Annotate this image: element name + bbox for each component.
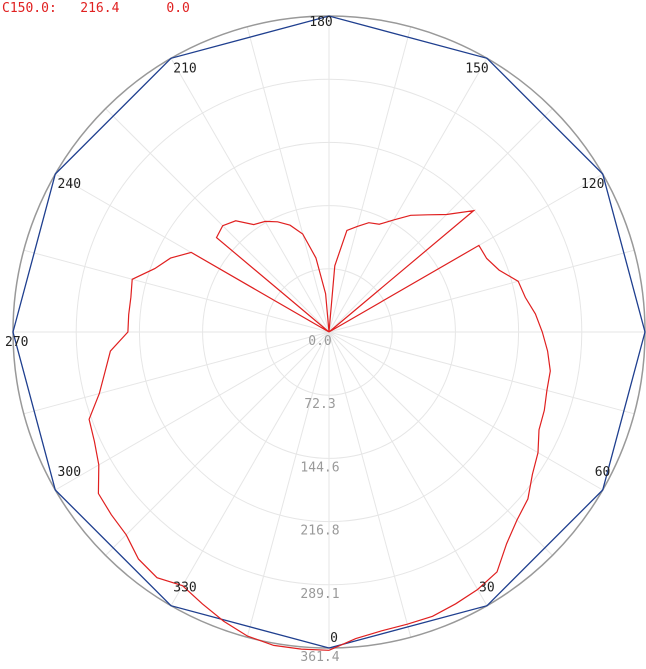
spoke-285 [23, 331, 330, 415]
readout-radius-value: 216.4 [80, 1, 120, 16]
radial-tick-label: 144.6 [300, 460, 339, 475]
radial-tick-label: 289.1 [300, 587, 339, 602]
series-measured-line [88, 209, 551, 651]
spoke-300 [55, 331, 330, 491]
readout-angle-value: 0.0 [166, 1, 190, 16]
spoke-45 [328, 331, 553, 556]
spoke-165 [328, 26, 412, 333]
readout-label: C150.0: [2, 1, 57, 16]
radial-tick-label: 361.4 [300, 650, 339, 665]
spoke-225 [105, 108, 330, 333]
spoke-210 [170, 58, 330, 333]
spoke-345 [246, 331, 330, 638]
angle-tick-label-330: 330 [173, 581, 196, 596]
grid-circle-1 [265, 268, 393, 396]
radial-tick-labels: 0.0 72.3 144.6 216.8 289.1 361.4 [300, 334, 339, 665]
angle-tick-label-60: 60 [595, 465, 611, 480]
spoke-60 [328, 331, 603, 491]
spoke-330 [170, 331, 330, 606]
spoke-30 [328, 331, 488, 606]
cursor-readout: C150.0: 216.4 0.0 [2, 1, 190, 17]
angle-tick-label-30: 30 [479, 581, 495, 596]
spoke-150 [328, 58, 488, 333]
series-layer [12, 15, 646, 651]
spoke-315 [105, 331, 330, 556]
radial-tick-label: 72.3 [304, 397, 335, 412]
angle-tick-label-240: 240 [58, 177, 81, 192]
grid-circle-4 [75, 78, 583, 586]
angle-tick-label-0: 0 [330, 631, 338, 646]
angle-tick-label-120: 120 [581, 177, 604, 192]
angle-tick-label-180: 180 [309, 15, 332, 30]
spoke-195 [246, 26, 330, 333]
spoke-135 [328, 108, 553, 333]
grid-circle-3 [138, 141, 520, 523]
angle-tick-label-300: 300 [58, 465, 81, 480]
spoke-255 [23, 249, 330, 333]
grid-circle-2 [202, 205, 456, 459]
angle-tick-label-210: 210 [173, 61, 196, 76]
spoke-75 [328, 331, 635, 415]
angle-tick-label-270: 270 [5, 335, 28, 350]
series-envelope-line [12, 15, 646, 649]
radial-tick-label: 0.0 [308, 334, 331, 349]
radial-tick-label: 216.8 [300, 524, 339, 539]
spoke-105 [328, 249, 635, 333]
angle-tick-labels: 0306090120150180210240270300330 [5, 15, 611, 646]
spoke-15 [328, 331, 412, 638]
angle-tick-label-150: 150 [465, 61, 488, 76]
